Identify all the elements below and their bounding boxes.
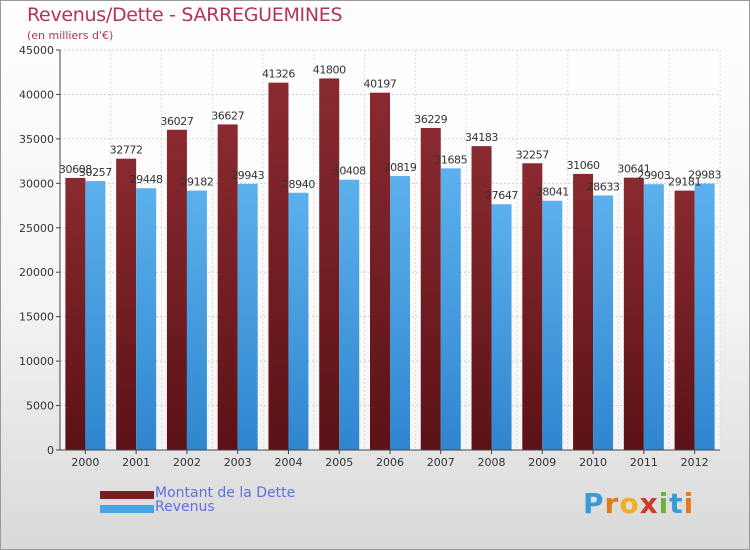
- logo-letter: i: [683, 487, 695, 520]
- bar-dette: [420, 127, 441, 450]
- value-label: 29983: [688, 168, 721, 181]
- bar-dette: [166, 129, 187, 450]
- x-tick-label: 2012: [681, 456, 709, 469]
- y-tick-label: 30000: [19, 177, 54, 190]
- x-tick-label: 2009: [528, 456, 556, 469]
- value-label: 29181: [668, 176, 701, 189]
- y-tick-label: 20000: [19, 266, 54, 279]
- value-label: 29903: [637, 169, 670, 182]
- axes: 0 5000 10000 15000 20000 25000 30000 35000 40000…: [19, 44, 720, 469]
- value-label: 41800: [313, 63, 346, 76]
- chart-title: Revenus/Dette - SARREGUEMINES: [27, 4, 343, 26]
- bar-dette: [217, 124, 238, 450]
- y-tick-label: 0: [47, 444, 54, 457]
- bar-revenus: [186, 190, 207, 451]
- value-label: 30608: [59, 163, 92, 176]
- bar-revenus: [390, 176, 410, 450]
- bar-dette: [522, 163, 543, 450]
- x-tick-label: 2010: [579, 456, 607, 469]
- chart-subtitle: (en milliers d'€): [27, 29, 114, 42]
- proxiti-logo: Proxiti: [583, 487, 694, 520]
- y-tick-label: 45000: [19, 44, 54, 57]
- logo-letter: P: [583, 487, 605, 520]
- x-tick-label: 2005: [325, 456, 353, 469]
- x-tick-label: 2001: [122, 456, 150, 469]
- value-label: 28940: [282, 178, 315, 191]
- y-tick-label: 25000: [19, 222, 54, 235]
- value-label: 30641: [617, 163, 650, 176]
- logo-letter: r: [604, 487, 620, 520]
- value-label: 36027: [160, 115, 193, 128]
- value-label: 30408: [333, 165, 366, 178]
- bar-dette: [319, 78, 340, 450]
- x-tick-label: 2011: [630, 456, 658, 469]
- bar-dette: [268, 82, 289, 450]
- value-label: 30819: [384, 161, 417, 174]
- bar-revenus: [643, 184, 664, 450]
- x-tick-label: 2008: [478, 456, 506, 469]
- y-tick-label: 10000: [19, 355, 54, 368]
- y-tick-label: 40000: [19, 88, 54, 101]
- bar-revenus: [85, 181, 106, 450]
- value-label: 31685: [434, 153, 467, 166]
- logo-letter: x: [639, 487, 659, 520]
- x-tick-label: 2004: [274, 456, 302, 469]
- bar-revenus: [694, 183, 715, 451]
- logo-letter: o: [619, 487, 640, 520]
- value-label: 34183: [465, 131, 498, 144]
- legend-swatch-dette: [100, 491, 154, 499]
- value-label: 27647: [485, 189, 518, 202]
- x-tick-label: 2007: [427, 456, 455, 469]
- legend-label-dette: Montant de la Dette: [155, 485, 296, 501]
- bar-dette: [116, 158, 137, 450]
- value-label: 32772: [110, 144, 143, 157]
- value-label: 41326: [262, 68, 295, 81]
- bar-revenus: [440, 168, 461, 450]
- value-label: 36627: [211, 109, 244, 122]
- value-label: 40197: [364, 78, 397, 91]
- x-tick-label: 2000: [71, 456, 99, 469]
- bar-dette: [674, 190, 695, 450]
- bar-revenus: [491, 204, 512, 450]
- value-label: 30257: [79, 166, 112, 179]
- bar-dette: [573, 173, 594, 450]
- x-tick-label: 2002: [173, 456, 201, 469]
- value-label: 28633: [587, 180, 620, 193]
- bar-revenus: [339, 179, 360, 450]
- x-tick-label: 2006: [376, 456, 404, 469]
- value-label: 29448: [130, 173, 163, 186]
- bar-revenus: [136, 188, 157, 451]
- y-tick-label: 15000: [19, 311, 54, 324]
- bar-revenus: [542, 200, 563, 450]
- logo-letter: t: [669, 487, 684, 520]
- legend-swatch-revenus: [100, 505, 154, 513]
- value-label: 29182: [180, 176, 213, 189]
- logo-letter: i: [658, 487, 670, 520]
- value-label: 32257: [516, 148, 549, 161]
- bar-dette: [65, 177, 86, 450]
- x-tick-label: 2003: [224, 456, 252, 469]
- y-tick-label: 35000: [19, 133, 54, 146]
- value-label: 28041: [536, 186, 569, 199]
- bar-revenus: [237, 183, 258, 450]
- value-label: 29943: [231, 169, 264, 182]
- value-label: 31060: [567, 159, 600, 172]
- y-tick-label: 5000: [26, 400, 54, 413]
- value-label: 36229: [414, 113, 447, 126]
- bar-revenus: [288, 192, 309, 450]
- bar-dette: [623, 177, 644, 450]
- bars: [65, 78, 715, 451]
- bar-dette: [370, 92, 390, 451]
- bar-revenus: [593, 195, 614, 450]
- bar-dette: [471, 146, 492, 450]
- legend-label-revenus: Revenus: [155, 499, 215, 515]
